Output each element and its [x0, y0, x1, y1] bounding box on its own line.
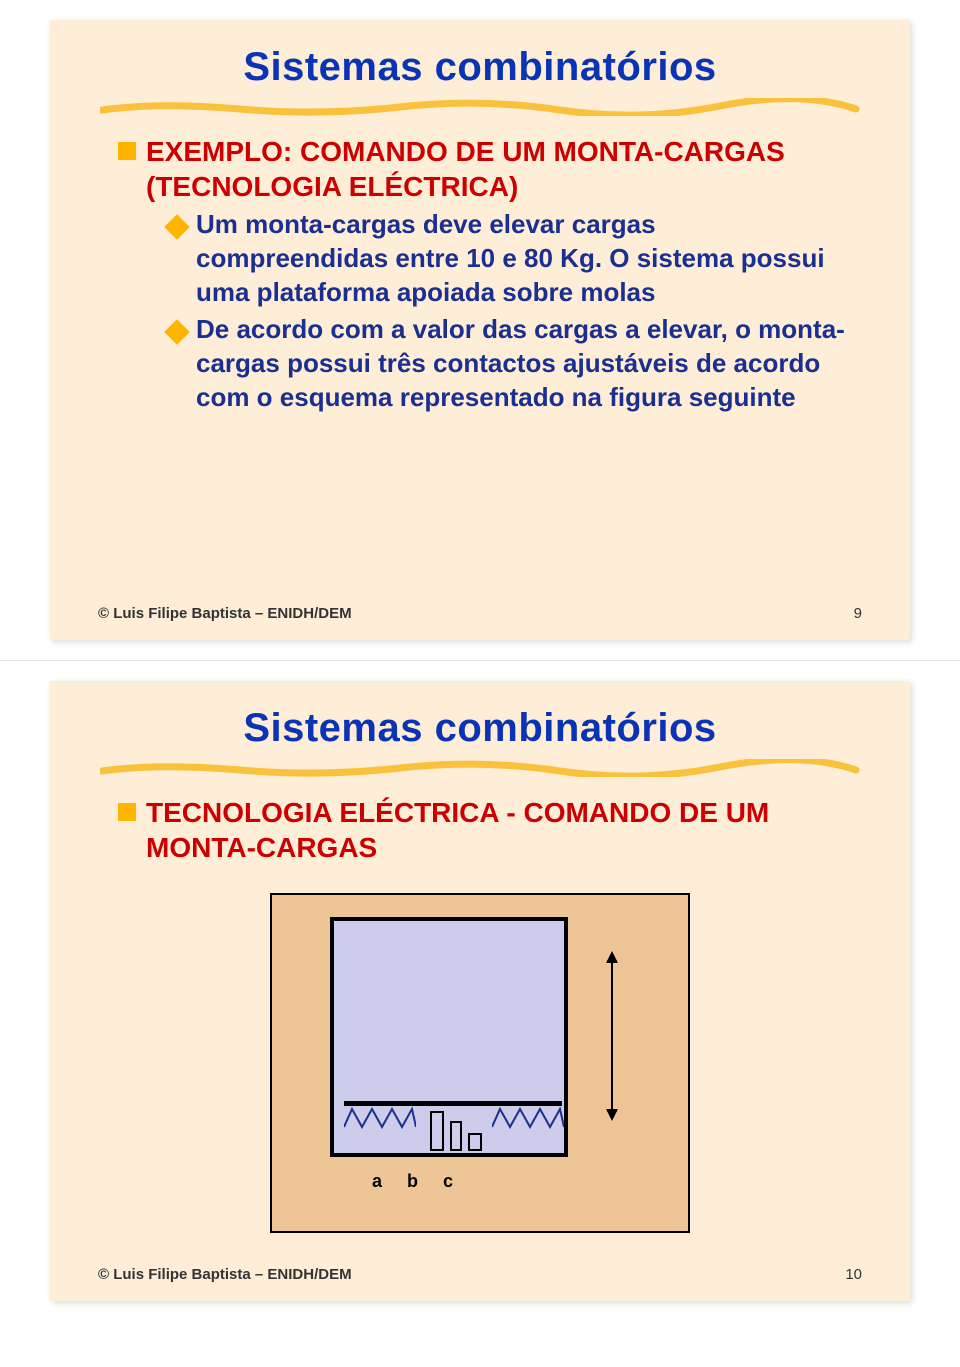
elevator-shaft — [330, 917, 568, 1157]
square-bullet-icon — [118, 142, 136, 160]
contact-b — [450, 1121, 462, 1151]
spring-left-icon — [344, 1107, 416, 1129]
main-bullet-row: TECNOLOGIA ELÉCTRICA - COMANDO DE UM MON… — [118, 795, 854, 865]
monta-cargas-diagram: a b c — [270, 893, 690, 1233]
sub-bullet-2-text: De acordo com a valor das cargas a eleva… — [196, 313, 854, 414]
slide-1-wrap: Sistemas combinatórios EXEMPLO: COMANDO … — [0, 0, 960, 660]
sub-bullet-1-text: Um monta-cargas deve elevar cargas compr… — [196, 208, 854, 309]
main-bullet-text: TECNOLOGIA ELÉCTRICA - COMANDO DE UM MON… — [146, 795, 854, 865]
footer-author: © Luis Filipe Baptista – ENIDH/DEM — [98, 605, 352, 622]
diamond-bullet-icon — [168, 323, 186, 341]
spring-right-icon — [492, 1107, 564, 1129]
title-underline — [100, 759, 860, 777]
slide-footer: © Luis Filipe Baptista – ENIDH/DEM 10 — [98, 1266, 862, 1283]
contact-a — [430, 1111, 444, 1151]
slide-1: Sistemas combinatórios EXEMPLO: COMANDO … — [50, 20, 910, 640]
contact-labels: a b c — [372, 1171, 463, 1192]
diamond-bullet-icon — [168, 218, 186, 236]
page: Sistemas combinatórios EXEMPLO: COMANDO … — [0, 0, 960, 1321]
sub-bullet-1: Um monta-cargas deve elevar cargas compr… — [168, 208, 854, 309]
slide-2-wrap: Sistemas combinatórios TECNOLOGIA ELÉCTR… — [0, 661, 960, 1321]
footer-page-number: 9 — [854, 605, 862, 622]
main-bullet-row: EXEMPLO: COMANDO DE UM MONTA-CARGAS (TEC… — [118, 134, 854, 204]
contact-c — [468, 1133, 482, 1151]
slide-footer: © Luis Filipe Baptista – ENIDH/DEM 9 — [98, 605, 862, 622]
bullet-area: TECNOLOGIA ELÉCTRICA - COMANDO DE UM MON… — [98, 795, 862, 865]
platform-bar — [344, 1101, 562, 1106]
sub-bullet-2: De acordo com a valor das cargas a eleva… — [168, 313, 854, 414]
footer-author: © Luis Filipe Baptista – ENIDH/DEM — [98, 1266, 352, 1283]
slide-title: Sistemas combinatórios — [98, 44, 862, 90]
bullet-area: EXEMPLO: COMANDO DE UM MONTA-CARGAS (TEC… — [98, 134, 862, 415]
footer-page-number: 10 — [845, 1266, 862, 1283]
main-bullet-text: EXEMPLO: COMANDO DE UM MONTA-CARGAS (TEC… — [146, 134, 854, 204]
title-underline — [100, 98, 860, 116]
square-bullet-icon — [118, 803, 136, 821]
slide-2: Sistemas combinatórios TECNOLOGIA ELÉCTR… — [50, 681, 910, 1301]
slide-title: Sistemas combinatórios — [98, 705, 862, 751]
double-arrow-icon — [602, 951, 622, 1121]
